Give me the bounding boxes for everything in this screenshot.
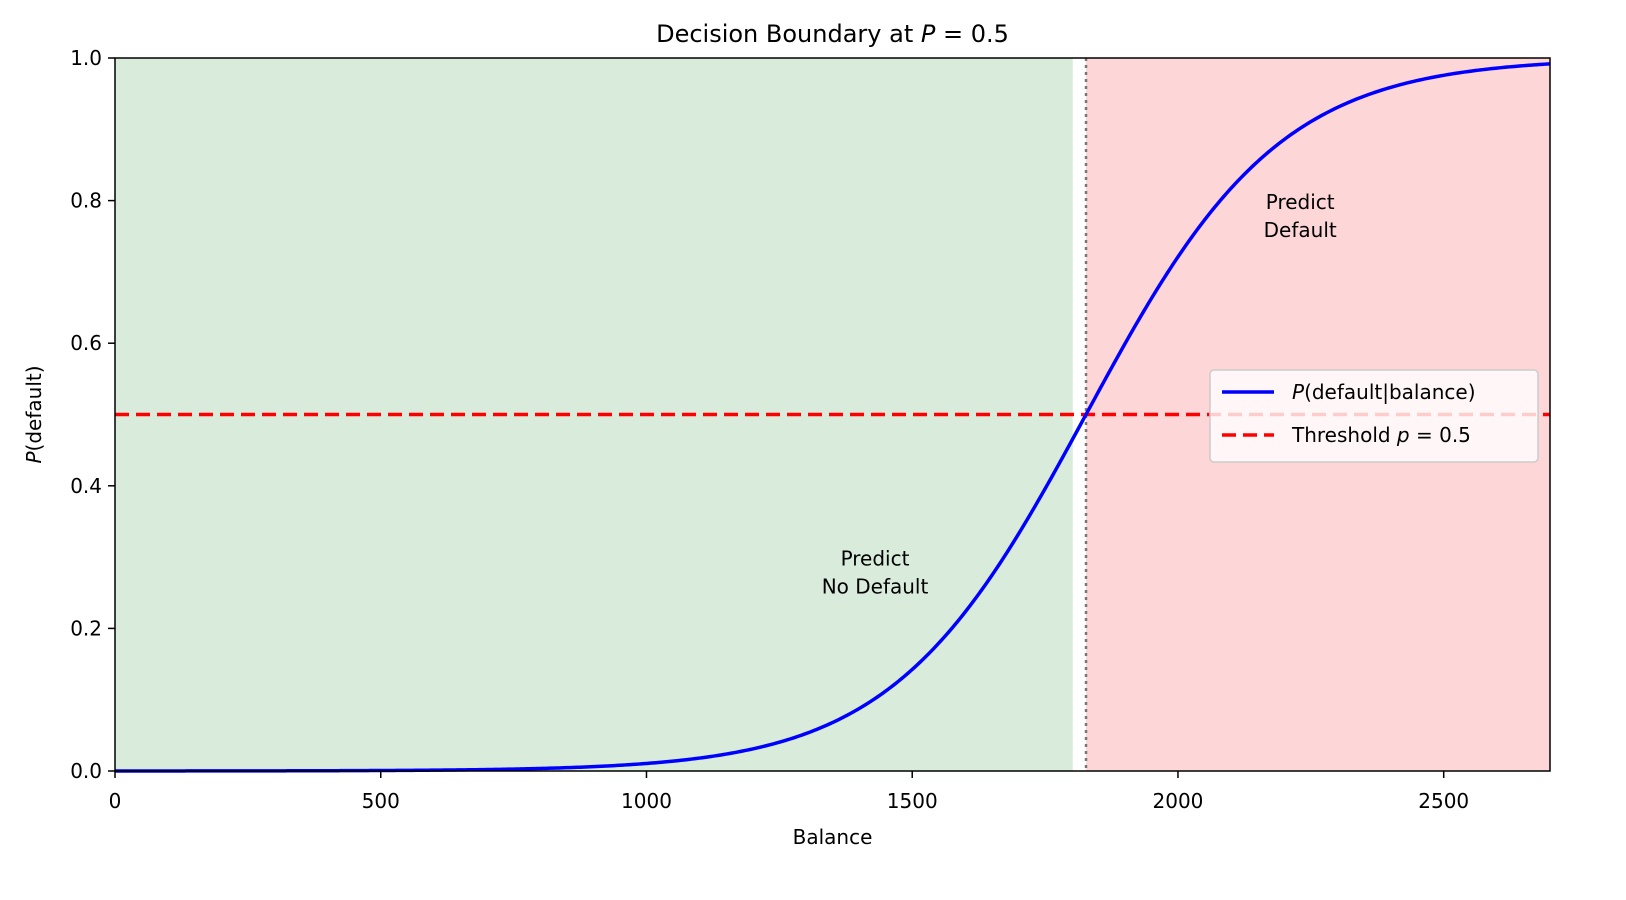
legend-label-probability: P(default|balance) (1292, 380, 1476, 404)
legend-text-probability: (default|balance) (1304, 380, 1475, 404)
x-tick-label: 1500 (887, 789, 938, 813)
annotations: Predict No Default Predict Default (822, 190, 1337, 598)
y-axis: 0.0 0.2 0.4 0.6 0.8 1.0 (70, 46, 115, 783)
legend-var-p-lower: p (1396, 423, 1410, 447)
annotation-line: No Default (822, 574, 929, 598)
region-annotation: Predict Default (1264, 190, 1337, 242)
title-suffix: = 0.5 (935, 20, 1009, 48)
x-axis: 0 500 1000 1500 2000 2500 (109, 771, 1469, 813)
x-axis-label: Balance (793, 825, 873, 849)
y-tick-label: 0.0 (70, 759, 102, 783)
y-tick-label: 1.0 (70, 46, 102, 70)
x-tick-label: 500 (362, 789, 400, 813)
region-no-default (115, 58, 1073, 771)
annotation-line: Default (1264, 218, 1337, 242)
y-tick-label: 0.8 (70, 189, 102, 213)
region-annotation: Predict No Default (822, 546, 929, 598)
legend: P(default|balance) Threshold p = 0.5 (1209, 369, 1539, 463)
title-var: P (921, 20, 936, 48)
x-tick-label: 1000 (621, 789, 672, 813)
y-axis-label-var: P (22, 451, 46, 464)
legend-text-threshold: = 0.5 (1410, 423, 1471, 447)
y-tick-label: 0.2 (70, 616, 102, 640)
y-axis-label: P(default) (22, 365, 46, 463)
title-prefix: Decision Boundary at (656, 20, 921, 48)
legend-prefix-threshold: Threshold (1291, 423, 1397, 447)
x-tick-label: 2000 (1153, 789, 1204, 813)
annotation-line: Predict (841, 546, 910, 570)
x-tick-label: 2500 (1418, 789, 1469, 813)
legend-var-p-upper: P (1292, 380, 1305, 404)
y-tick-label: 0.6 (70, 331, 102, 355)
annotation-line: Predict (1266, 190, 1335, 214)
x-tick-label: 0 (109, 789, 122, 813)
y-axis-label-rest: (default) (22, 365, 46, 451)
y-tick-label: 0.4 (70, 474, 102, 498)
legend-label-threshold: Threshold p = 0.5 (1291, 423, 1471, 447)
chart-title: Decision Boundary at P = 0.5 (656, 20, 1009, 48)
legend-box (1209, 369, 1539, 463)
plot-frame (114, 57, 1551, 772)
